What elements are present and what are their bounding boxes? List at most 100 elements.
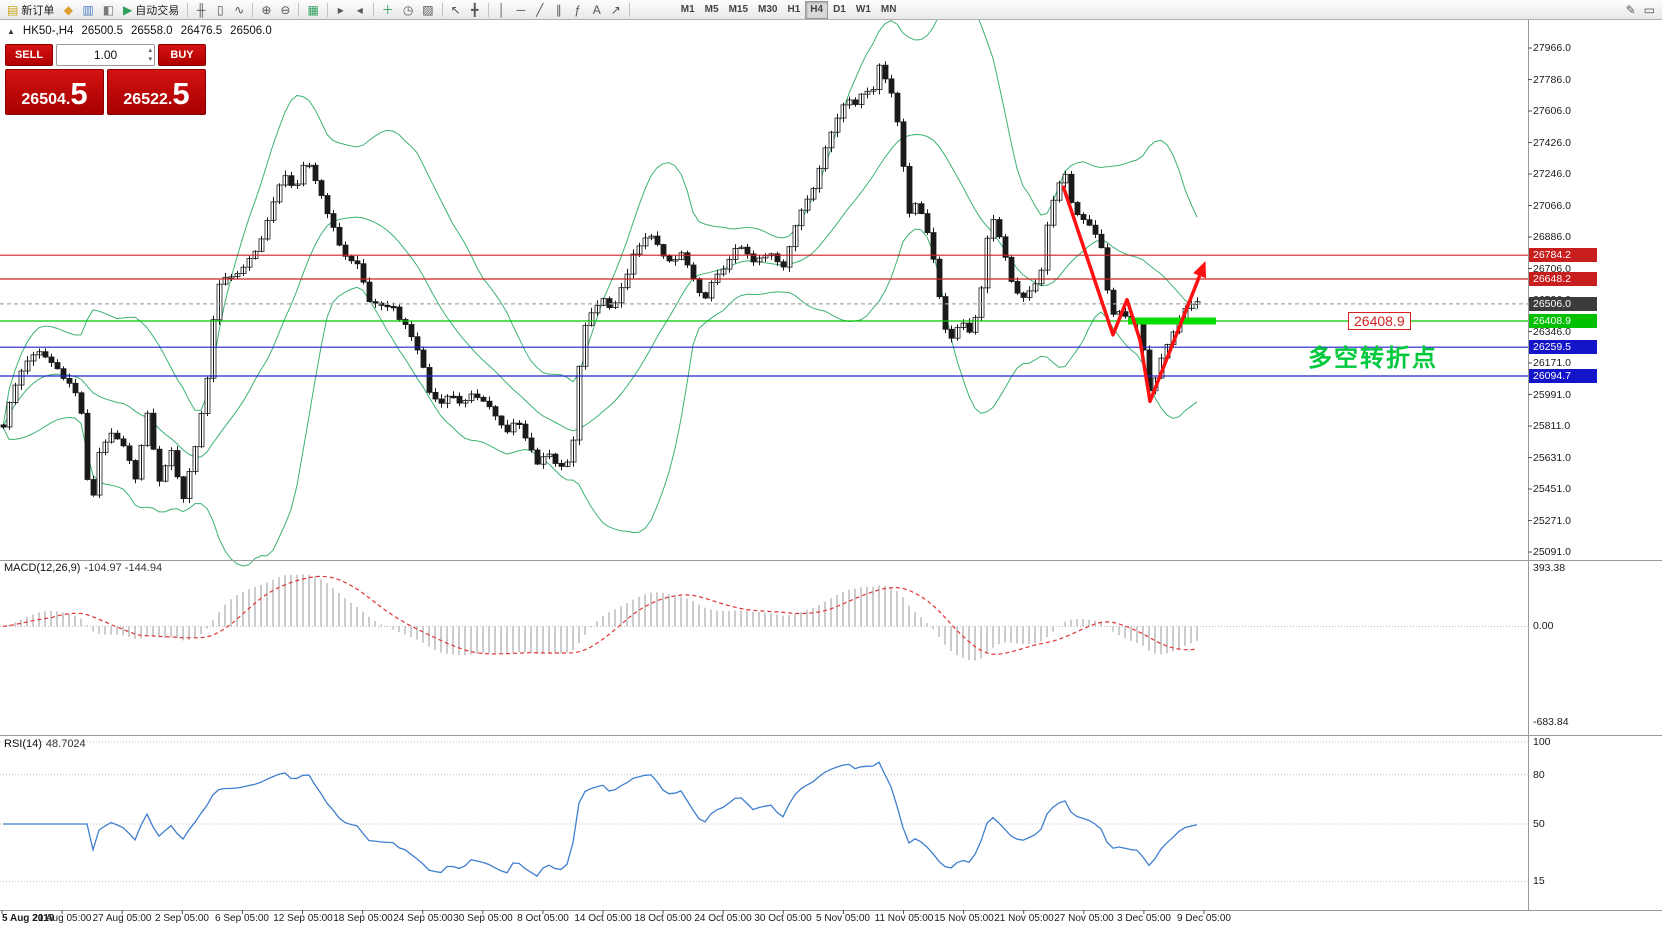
time-axis-label: 6 Sep 05:00 [215, 913, 269, 924]
bar-chart-button[interactable]: ╫ [192, 1, 210, 19]
timeframe-d1-button[interactable]: D1 [828, 1, 851, 19]
buy-button[interactable]: BUY [158, 44, 206, 66]
market-watch-icon: ▥ [82, 2, 94, 17]
price-badge-resistance-lower: 26648.2 [1529, 272, 1597, 286]
trendline-button[interactable]: ╱ [531, 1, 549, 19]
macd-histogram [8, 574, 1198, 661]
auto-trading-icon: ▶ [123, 2, 133, 17]
auto-trading-button[interactable]: ▶ 自动交易 [119, 1, 183, 19]
time-axis-label: 18 Sep 05:00 [333, 913, 393, 924]
fibonacci-button[interactable]: ƒ [569, 1, 587, 19]
price-axis-label: 26171.0 [1533, 357, 1571, 369]
sell-price-display[interactable]: 26504. 5 [5, 69, 104, 115]
arrows-button[interactable]: ↗ [607, 1, 625, 19]
one-click-trading-panel: SELL 1.00 ▴ ▾ BUY 26504. 5 26522. 5 [5, 44, 206, 115]
macd-axis-label: 0.00 [1533, 620, 1554, 632]
volume-up-button[interactable]: ▴ [148, 47, 152, 54]
timeframe-m1-button[interactable]: M1 [676, 1, 700, 19]
chart-shift-button[interactable]: ◂ [351, 1, 369, 19]
new-order-button[interactable]: ▤ 新订单 [3, 1, 58, 19]
channel-button[interactable]: ∥ [550, 1, 568, 19]
volume-stepper: ▴ ▾ [148, 46, 152, 64]
text-icon: A [592, 2, 601, 17]
indicators-button[interactable]: ＋ [378, 1, 398, 19]
popup-prices-button[interactable]: ▭ [1640, 1, 1659, 19]
timeframe-m30-button[interactable]: M30 [753, 1, 782, 19]
timeframe-m5-button[interactable]: M5 [700, 1, 724, 19]
toolbar-separator [187, 2, 189, 17]
volume-value: 1.00 [93, 48, 118, 62]
indicators-icon: ＋ [381, 2, 394, 17]
tile-windows-button[interactable]: ▦ [303, 1, 322, 19]
arrows-icon: ↗ [610, 2, 621, 17]
price-badge-support-blue-lower: 26094.7 [1529, 369, 1597, 383]
ohlc-close: 26506.0 [230, 25, 272, 37]
toolbar-separator [326, 2, 328, 17]
text-button[interactable]: A [588, 1, 606, 19]
time-axis-label: 24 Oct 05:00 [694, 913, 752, 924]
time-axis-label: 8 Oct 05:00 [517, 913, 569, 924]
volume-down-button[interactable]: ▾ [148, 56, 152, 63]
macd-axis-label: -683.84 [1533, 716, 1569, 728]
market-watch-button[interactable]: ▥ [78, 1, 97, 19]
vertical-line-icon: │ [497, 2, 506, 17]
time-axis-label: 21 Aug 05:00 [32, 913, 92, 924]
timeframe-m15-button[interactable]: M15 [724, 1, 753, 19]
sell-button[interactable]: SELL [5, 44, 53, 66]
chart-properties-button[interactable]: ✎ [1622, 1, 1640, 19]
toolbar-separator [487, 2, 489, 17]
toolbar-separator [441, 2, 443, 17]
metaeditor-button[interactable]: ◆ [59, 1, 77, 19]
horizontal-level-lines [0, 254, 1528, 377]
timeframe-mn-button[interactable]: MN [876, 1, 902, 19]
volume-input[interactable]: 1.00 ▴ ▾ [56, 44, 155, 66]
price-axis-label: 25091.0 [1533, 546, 1571, 558]
candlestick-chart-icon: ▯ [216, 2, 224, 17]
price-axis-label: 25631.0 [1533, 451, 1571, 464]
buy-price-display[interactable]: 26522. 5 [107, 69, 206, 115]
periods-button[interactable]: ◷ [399, 1, 417, 19]
horizontal-line-button[interactable]: ─ [512, 1, 530, 19]
new-order-icon: ▤ [7, 2, 19, 17]
cursor-button[interactable]: ↖ [447, 1, 465, 19]
data-window-button[interactable]: ◧ [99, 1, 118, 19]
price-axis-label: 26706.0 [1533, 262, 1571, 275]
vertical-line-button[interactable]: │ [493, 1, 511, 19]
rsi-value: 48.7024 [45, 738, 86, 750]
time-axis-label: 9 Dec 05:00 [1177, 913, 1231, 924]
price-badge-support-blue-upper: 26259.5 [1529, 340, 1597, 354]
price-axis-label: 27606.0 [1533, 105, 1571, 117]
time-axis-label: 5 Nov 05:00 [816, 913, 870, 924]
templates-button[interactable]: ▨ [418, 1, 437, 19]
fibonacci-icon: ƒ [574, 2, 582, 17]
macd-values: -104.97 -144.94 [84, 562, 163, 574]
zoom-in-button[interactable]: ⊕ [257, 1, 275, 19]
timeframe-h1-button[interactable]: H1 [782, 1, 805, 19]
candlestick-chart-button[interactable]: ▯ [211, 1, 229, 19]
time-axis-label: 11 Nov 05:00 [874, 913, 934, 924]
timeframe-h4-button[interactable]: H4 [805, 0, 829, 19]
time-axis-label: 14 Oct 05:00 [574, 913, 632, 924]
metaeditor-icon: ◆ [63, 2, 73, 17]
red-trend-arrow[interactable] [1061, 185, 1207, 404]
ohlc-high: 26558.0 [131, 25, 173, 37]
timeframe-w1-button[interactable]: W1 [851, 1, 876, 19]
price-axis-label: 27246.0 [1533, 168, 1571, 180]
zoom-out-button[interactable]: ⊖ [276, 1, 294, 19]
price-axis-label: 26346.0 [1533, 325, 1571, 338]
toolbar-separator [372, 2, 374, 17]
toolbar: ▤ 新订单 ◆ ▥ ◧ ▶ 自动交易 ╫ ▯ ∿ ⊕ ⊖ ▦ ▸ ◂ ＋ ◷ ▨ ↖ ╋ │ ─ ╱ ∥ ƒ A ↗ M1 M5 M15 M… [0, 0, 1662, 20]
auto-scroll-button[interactable]: ▸ [332, 1, 350, 19]
turning-point-annotation: 多空转折点 [1308, 345, 1438, 372]
sell-price-pip: 5 [70, 76, 88, 111]
time-axis-label: 5 Aug 2019 [2, 913, 55, 924]
cursor-icon: ↖ [450, 2, 461, 17]
line-chart-button[interactable]: ∿ [230, 1, 248, 19]
crosshair-button[interactable]: ╋ [466, 1, 484, 19]
symbol-marker-icon: ▲ [7, 27, 15, 36]
price-badge-support-green: 26408.9 [1529, 314, 1597, 328]
trendline-icon: ╱ [536, 2, 544, 17]
green-support-band[interactable] [1128, 317, 1216, 325]
auto-trading-button-label: 自动交易 [135, 4, 180, 17]
